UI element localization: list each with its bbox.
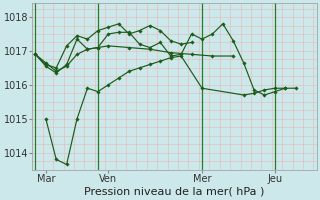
X-axis label: Pression niveau de la mer( hPa ): Pression niveau de la mer( hPa ) <box>84 187 265 197</box>
